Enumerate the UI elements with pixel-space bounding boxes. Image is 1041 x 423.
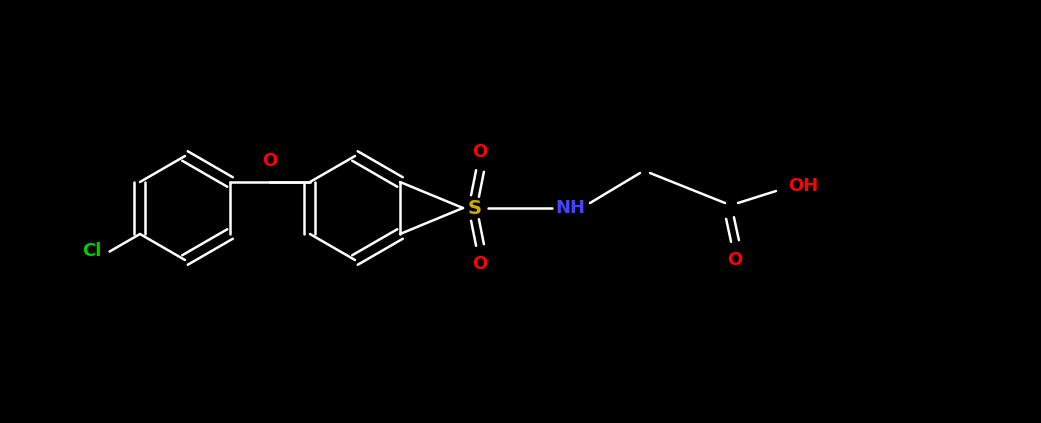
Text: Cl: Cl xyxy=(82,242,102,261)
Text: S: S xyxy=(468,198,482,217)
Text: O: O xyxy=(473,255,487,273)
Text: OH: OH xyxy=(788,177,818,195)
Text: NH: NH xyxy=(555,199,585,217)
Text: O: O xyxy=(262,152,278,170)
Text: O: O xyxy=(728,251,742,269)
Text: O: O xyxy=(473,143,487,161)
